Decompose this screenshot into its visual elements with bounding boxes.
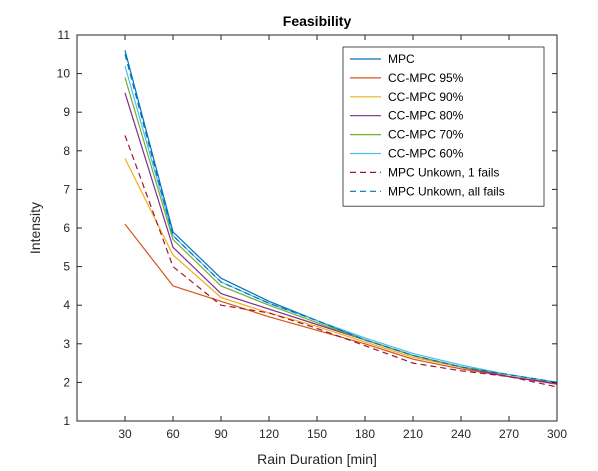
legend-label-4: CC-MPC 80%: [388, 109, 464, 123]
y-tick-label: 7: [63, 182, 70, 196]
chart-title: Feasibility: [283, 13, 352, 29]
series-line-7: [124, 135, 558, 388]
x-tick-label: 120: [259, 427, 279, 441]
legend: MPC CC-MPC 95% CC-MPC 90% CC-MPC 80% CC-MPC …: [342, 46, 545, 207]
x-tick-label: 240: [451, 427, 471, 441]
x-tick-label: 180: [355, 427, 375, 441]
x-tick-label: 30: [118, 427, 132, 441]
x-tick-label: 300: [547, 427, 567, 441]
x-tick-label: 210: [403, 427, 423, 441]
y-tick-label: 5: [63, 260, 70, 274]
series-line-8: [124, 54, 558, 383]
series-line-4: [124, 92, 558, 385]
x-tick-label: 270: [499, 427, 519, 441]
y-tick-label: 9: [63, 105, 70, 119]
legend-label-2: CC-MPC 95%: [388, 71, 464, 85]
axes: 30 60 90 120 150 180 210 240 270 300 1 2 3 4 5 6 7 8 9 10 11: [57, 28, 568, 441]
legend-label-7: MPC Unkown, 1 fails: [388, 165, 499, 179]
y-axis-label: Intensity: [27, 202, 43, 254]
x-tick-label: 60: [166, 427, 180, 441]
x-axis-label: Rain Duration [min]: [257, 451, 377, 467]
legend-label-5: CC-MPC 70%: [388, 128, 464, 142]
y-tick-label: 1: [63, 414, 70, 428]
y-tick-label: 6: [63, 221, 70, 235]
legend-box: [342, 46, 545, 207]
y-tick-label: 4: [63, 298, 70, 312]
legend-label-6: CC-MPC 60%: [388, 147, 464, 161]
y-tick-label: 8: [63, 144, 70, 158]
y-tick-label: 11: [58, 28, 71, 42]
y-tick-label: 2: [63, 375, 70, 389]
legend-label-8: MPC Unkown, all fails: [388, 184, 505, 198]
legend-label-3: CC-MPC 90%: [388, 90, 464, 104]
x-tick-label: 150: [307, 427, 327, 441]
y-tick-label: 3: [63, 337, 70, 351]
legend-label-1: MPC: [388, 52, 415, 66]
x-tick-label: 90: [214, 427, 228, 441]
plot-lines: [124, 50, 558, 388]
y-tick-label: 10: [57, 67, 71, 81]
